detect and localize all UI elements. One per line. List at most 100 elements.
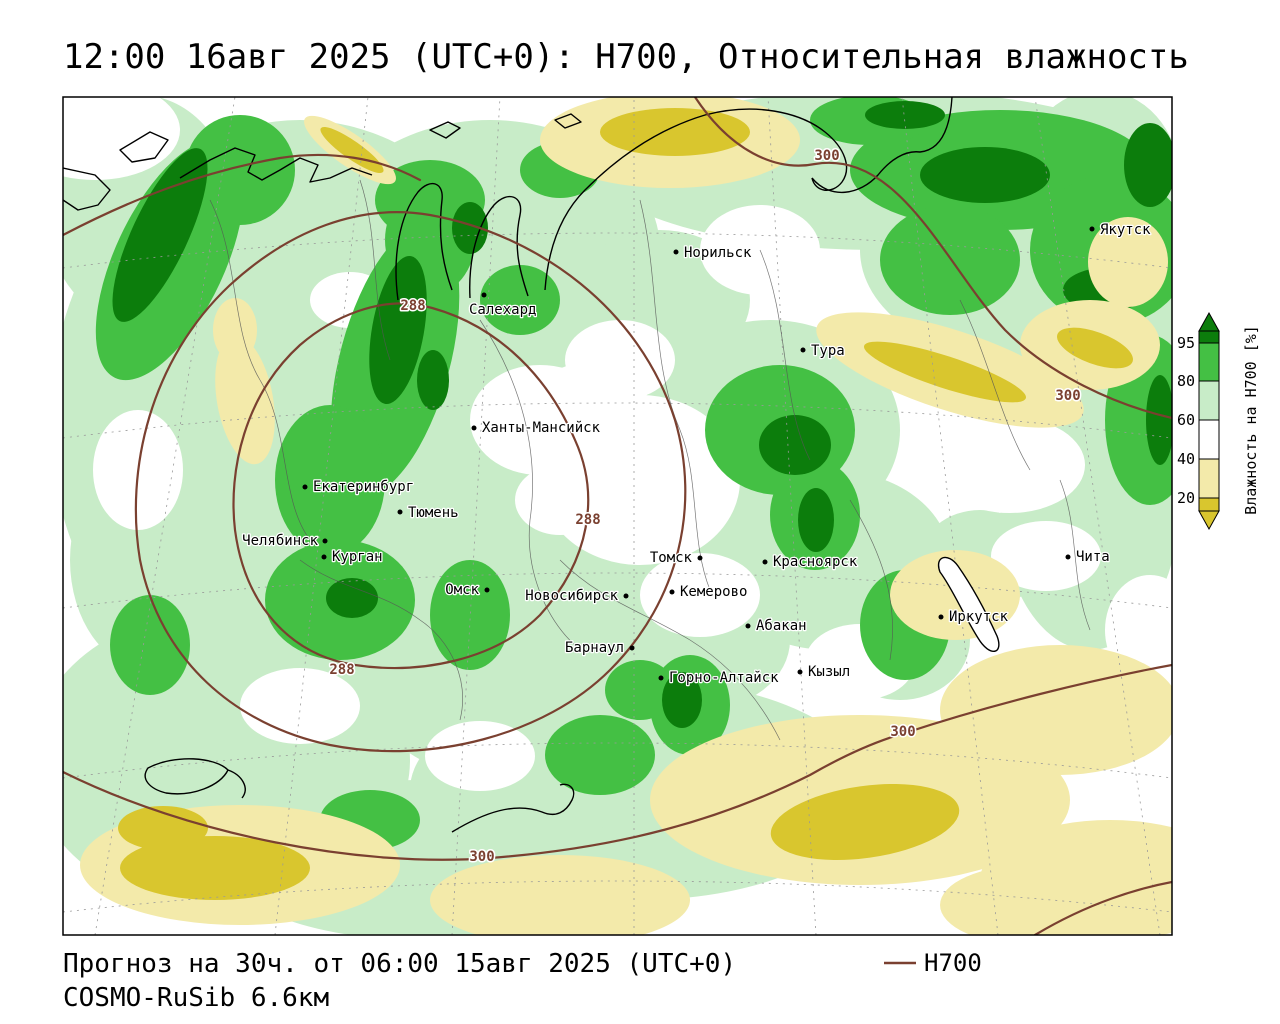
humidity-above-95-layer [112, 101, 1172, 728]
contour-label: 300 [1055, 388, 1080, 404]
contour-legend-label: H700 [924, 949, 982, 977]
city-label: Барнаул [565, 640, 624, 656]
city-label: Якутск [1100, 222, 1151, 238]
colorbar-tick-80: 80 [1177, 372, 1195, 390]
city-label: Кызыл [808, 664, 850, 680]
city-dot [321, 554, 327, 560]
contour-label: 288 [400, 298, 425, 314]
city-marker-yakutsk: Якутск [1089, 221, 1152, 239]
map-frame [62, 96, 1173, 936]
colorbar-tick-40: 40 [1177, 450, 1195, 468]
city-label: Новосибирск [525, 588, 618, 604]
colorbar: 95 80 60 40 20 Влажность на H700 [%] [1177, 311, 1260, 531]
city-dot [669, 589, 675, 595]
city-marker-tomsk: Томск [649, 549, 703, 567]
contour-line-292 [134, 211, 687, 753]
city-dot [938, 614, 944, 620]
city-label: Курган [332, 549, 383, 565]
city-dot [745, 623, 751, 629]
city-dot [697, 555, 703, 561]
lake-southwest [144, 758, 229, 795]
colorbar-segment-40-60 [1198, 419, 1220, 460]
city-marker-krasnoyarsk: Красноярск [762, 553, 859, 571]
city-label: Тюмень [408, 505, 459, 521]
map-title: 12:00 16авг 2025 (UTC+0): H700, Относите… [63, 37, 1189, 77]
contour-legend: H700 [884, 949, 982, 977]
city-marker-tura: Тура [800, 342, 846, 360]
city-dot [762, 559, 768, 565]
city-label: Горно-Алтайск [669, 670, 779, 686]
forecast-info-line: Прогноз на 30ч. от 06:00 15авг 2025 (UTC… [63, 949, 736, 979]
city-markers: Норильск Салехард Тура Якутск Ханты-Манс… [241, 221, 1153, 688]
colorbar-segment-80-95 [1198, 342, 1220, 382]
humidity-40-60-layer [63, 97, 1172, 931]
city-marker-kemerovo: Кемерово [669, 583, 749, 601]
city-dot [471, 425, 477, 431]
contour-label: 288 [329, 662, 354, 678]
city-label: Челябинск [242, 533, 318, 549]
city-label: Тура [811, 343, 845, 359]
city-marker-chelyabinsk: Челябинск [241, 532, 328, 550]
city-label: Салехард [469, 302, 536, 318]
city-label: Чита [1076, 549, 1110, 565]
colorbar-tick-60: 60 [1177, 411, 1195, 429]
colorbar-arrow-bottom [1198, 510, 1220, 531]
city-marker-chita: Чита [1065, 548, 1111, 566]
colorbar-segment-20-40 [1198, 458, 1220, 499]
city-marker-salekhard: Салехард [468, 292, 538, 319]
city-marker-kurgan: Курган [321, 548, 384, 566]
city-label: Омск [445, 582, 479, 598]
city-dot [673, 249, 679, 255]
lake-baikal [937, 556, 1000, 652]
city-dot [322, 538, 328, 544]
contour-line-300-southeast [1033, 880, 1172, 935]
city-dot [484, 587, 490, 593]
contour-line-300-south [63, 663, 1172, 861]
contour-line-northwest [63, 153, 422, 237]
model-info-line: COSMO-RuSib 6.6км [63, 983, 329, 1013]
city-marker-abakan: Абакан [745, 617, 808, 635]
city-marker-norilsk: Норильск [673, 244, 753, 262]
city-marker-gorno-altaysk: Горно-Алтайск [658, 669, 780, 687]
contour-line-288-inner [232, 302, 590, 670]
colorbar-axis-label: Влажность на H700 [%] [1242, 325, 1260, 515]
city-label: Иркутск [949, 609, 1009, 625]
city-label: Екатеринбург [313, 479, 414, 495]
colorbar-segment-60-80 [1198, 380, 1220, 421]
city-label: Томск [650, 550, 693, 566]
city-dot [481, 292, 487, 298]
city-dot [658, 675, 664, 681]
city-dot [797, 669, 803, 675]
region-boundaries [209, 179, 1091, 741]
contour-label: 300 [814, 148, 839, 164]
city-dot [623, 593, 629, 599]
city-dot [1065, 554, 1071, 560]
city-dot [629, 645, 635, 651]
city-marker-kyzyl: Кызыл [797, 663, 851, 681]
city-marker-tyumen: Тюмень [397, 504, 460, 522]
contour-labels: 300 288 300 288 288 300 300 [328, 147, 1082, 867]
city-marker-novosibirsk: Новосибирск [524, 587, 629, 605]
colorbar-arrow-top [1198, 311, 1220, 332]
city-marker-yekaterinburg: Екатеринбург [302, 478, 415, 496]
contour-line-300-north [693, 97, 1172, 420]
city-marker-irkutsk: Иркутск [938, 608, 1010, 626]
city-dot [397, 509, 403, 515]
colorbar-segment-below-20 [1198, 497, 1220, 512]
city-dot [302, 484, 308, 490]
h700-contour-lines [63, 97, 1172, 935]
city-label: Красноярск [773, 554, 858, 570]
contour-label: 300 [469, 849, 494, 865]
coastline [63, 97, 1000, 833]
city-dot [1089, 226, 1095, 232]
graticule [63, 97, 1172, 935]
city-label: Абакан [756, 618, 807, 634]
city-label: Норильск [684, 245, 752, 261]
city-marker-khanty-mansiysk: Ханты-Мансийск [471, 419, 602, 437]
city-label: Кемерово [680, 584, 747, 600]
city-dot [800, 347, 806, 353]
colorbar-tick-20: 20 [1177, 489, 1195, 507]
colorbar-segment-above-95 [1198, 330, 1220, 344]
colorbar-tick-95: 95 [1177, 334, 1195, 352]
